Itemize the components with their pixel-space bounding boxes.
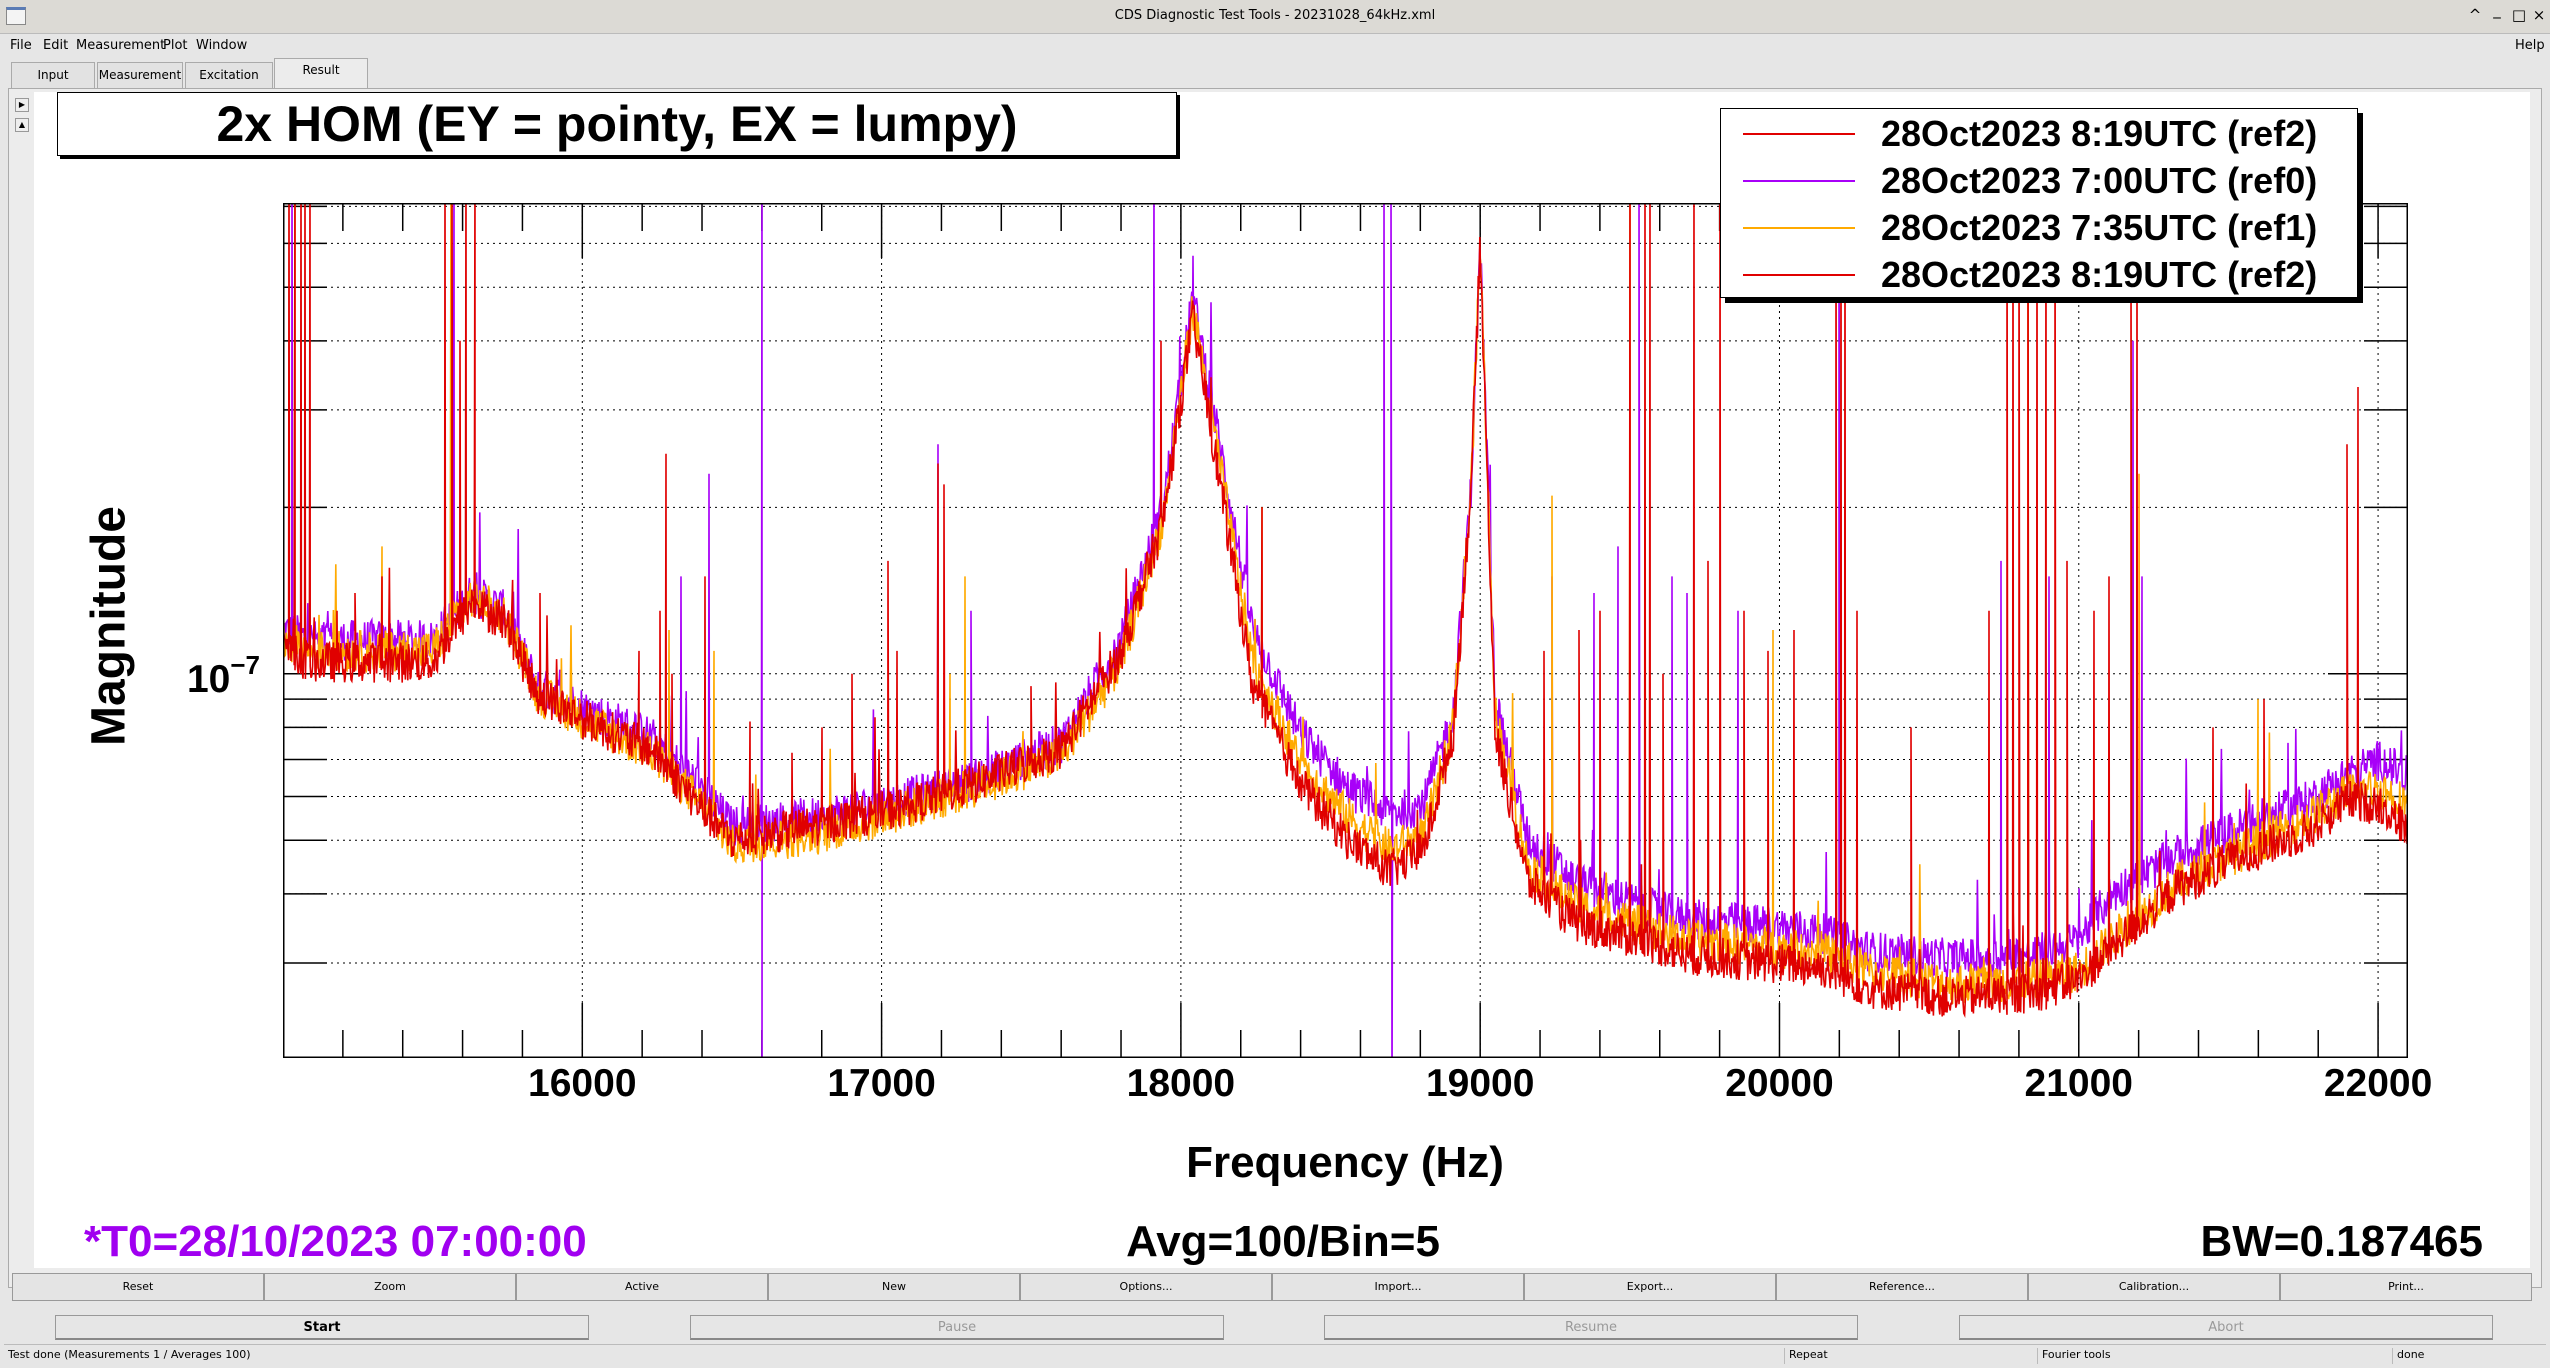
new-button[interactable]: New <box>768 1273 1020 1301</box>
x-tick-label: 17000 <box>827 1062 936 1105</box>
calibration-button[interactable]: Calibration... <box>2028 1273 2280 1301</box>
legend-swatch <box>1743 274 1855 276</box>
window-title: CDS Diagnostic Test Tools - 20231028_64k… <box>1114 8 1436 23</box>
menu-file[interactable]: File <box>10 38 32 53</box>
menu-help[interactable]: Help <box>2515 38 2545 53</box>
y-tick-label: 10−7 <box>187 650 260 702</box>
plot-area[interactable] <box>283 203 2408 1058</box>
series-line-ref1 <box>283 203 2408 1004</box>
shade-button[interactable]: ^ <box>2468 6 2482 24</box>
x-tick-label: 19000 <box>1425 1062 1535 1105</box>
tab-input[interactable]: Input <box>11 62 95 89</box>
tab-result[interactable]: Result <box>274 58 368 89</box>
print-button[interactable]: Print... <box>2280 1273 2532 1301</box>
plot-button-row: Reset Zoom Active New Options... Import.… <box>12 1273 2532 1301</box>
status-message: Test done (Measurements 1 / Averages 100… <box>8 1348 251 1361</box>
x-tick-label: 18000 <box>1126 1062 1236 1105</box>
legend-item: 28Oct2023 7:35UTC (ref1) <box>1721 205 2357 251</box>
status-state: done <box>2392 1348 2424 1364</box>
close-button[interactable]: × <box>2532 6 2546 24</box>
legend: 28Oct2023 8:19UTC (ref2) 28Oct2023 7:00U… <box>1720 108 2358 298</box>
bandwidth-label: BW=0.187465 <box>2200 1217 2483 1266</box>
series-line-ref2 <box>283 203 2408 1018</box>
expand-up-button[interactable]: ▲ <box>15 118 29 132</box>
title-bar: CDS Diagnostic Test Tools - 20231028_64k… <box>0 0 2550 34</box>
y-axis-label: Magnitude <box>82 506 136 746</box>
menu-bar: File Edit Measurement Plot Window Help <box>0 34 2550 58</box>
pause-button[interactable]: Pause <box>690 1315 1224 1340</box>
legend-item: 28Oct2023 8:19UTC (ref2) <box>1721 111 2357 157</box>
minimize-button[interactable]: _ <box>2493 1 2501 19</box>
y-tick-base: 10 <box>186 657 231 701</box>
chart-title: 2x HOM (EY = pointy, EX = lumpy) <box>57 92 1177 156</box>
tab-measurement[interactable]: Measurement <box>97 62 183 89</box>
legend-label: 28Oct2023 7:00UTC (ref0) <box>1881 160 2318 201</box>
abort-button[interactable]: Abort <box>1959 1315 2493 1340</box>
legend-item: 28Oct2023 8:19UTC (ref2) <box>1721 252 2357 298</box>
t0-label: *T0=28/10/2023 07:00:00 <box>84 1217 587 1266</box>
maximize-button[interactable]: □ <box>2511 6 2527 24</box>
menu-edit[interactable]: Edit <box>43 38 69 53</box>
legend-label: 28Oct2023 8:19UTC (ref2) <box>1881 254 2318 295</box>
expand-right-button[interactable]: ▶ <box>15 98 29 112</box>
y-tick-exponent: −7 <box>230 649 260 680</box>
plot-frame <box>283 203 2408 1058</box>
x-tick-label: 16000 <box>528 1062 637 1105</box>
active-button[interactable]: Active <box>516 1273 768 1301</box>
menu-measurement[interactable]: Measurement <box>76 38 166 53</box>
status-tool: Fourier tools <box>2037 1348 2111 1364</box>
menu-plot[interactable]: Plot <box>163 38 188 53</box>
x-tick-label: 20000 <box>1725 1062 1834 1105</box>
menu-window[interactable]: Window <box>196 38 248 53</box>
start-button[interactable]: Start <box>55 1315 589 1340</box>
x-axis-label: Frequency (Hz) <box>1186 1138 1504 1187</box>
x-tick-label: 21000 <box>2024 1062 2133 1105</box>
reset-button[interactable]: Reset <box>12 1273 264 1301</box>
x-tick-label: 22000 <box>2323 1062 2433 1105</box>
status-mode: Repeat <box>1784 1348 1828 1364</box>
averages-label: Avg=100/Bin=5 <box>1126 1217 1440 1266</box>
legend-label: 28Oct2023 8:19UTC (ref2) <box>1881 113 2318 154</box>
options-button[interactable]: Options... <box>1020 1273 1272 1301</box>
legend-swatch <box>1743 180 1855 182</box>
legend-label: 28Oct2023 7:35UTC (ref1) <box>1881 207 2318 248</box>
import-button[interactable]: Import... <box>1272 1273 1524 1301</box>
resume-button[interactable]: Resume <box>1324 1315 1858 1340</box>
legend-swatch <box>1743 227 1855 229</box>
reference-button[interactable]: Reference... <box>1776 1273 2028 1301</box>
series-line-ref0 <box>283 203 2408 1058</box>
legend-item: 28Oct2023 7:00UTC (ref0) <box>1721 158 2357 204</box>
status-bar: Test done (Measurements 1 / Averages 100… <box>4 1344 2546 1364</box>
tab-excitation[interactable]: Excitation <box>185 62 273 89</box>
legend-swatch <box>1743 133 1855 135</box>
export-button[interactable]: Export... <box>1524 1273 1776 1301</box>
window-icon <box>6 7 26 25</box>
zoom-button[interactable]: Zoom <box>264 1273 516 1301</box>
